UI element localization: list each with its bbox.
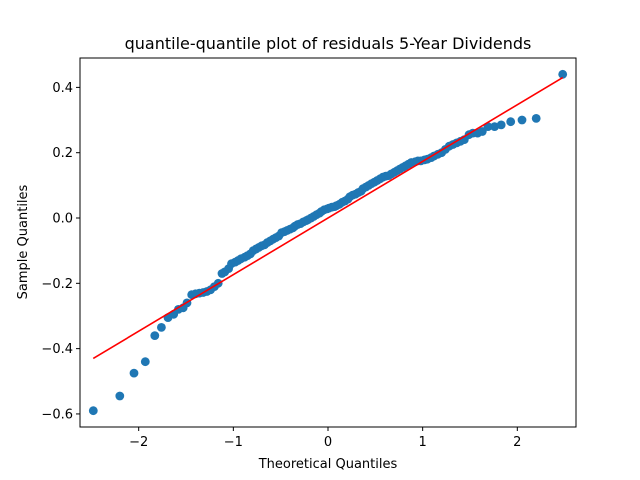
chart-title: quantile-quantile plot of residuals 5-Ye…	[125, 34, 532, 53]
data-point	[531, 114, 541, 123]
data-point	[506, 117, 516, 127]
data-point	[157, 323, 166, 332]
data-point	[496, 120, 506, 130]
y-tick-label: −0.2	[41, 277, 73, 292]
data-point	[477, 127, 487, 136]
x-axis-label: Theoretical Quantiles	[258, 457, 398, 472]
x-axis-ticks: −2 −1 0 1 2	[129, 427, 521, 450]
data-point	[115, 391, 125, 401]
data-point	[150, 331, 160, 340]
y-tick-label: −0.4	[41, 342, 73, 357]
data-point	[88, 406, 98, 416]
plot-area	[79, 57, 577, 428]
data-point	[129, 368, 139, 378]
y-tick-label: 0.2	[52, 146, 73, 161]
y-axis-ticks: −0.6 −0.4 −0.2 0.0 0.2 0.4	[41, 81, 80, 422]
y-tick-label: 0.0	[52, 212, 73, 227]
x-tick-label: −2	[129, 435, 148, 450]
data-point	[517, 115, 527, 125]
data-point	[558, 69, 568, 79]
x-tick-label: 1	[419, 435, 427, 450]
line-layer	[92, 76, 564, 360]
data-point	[140, 357, 150, 367]
reference-line	[92, 76, 564, 360]
data-point	[490, 122, 499, 131]
y-axis-label: Sample Quantiles	[16, 184, 31, 299]
x-tick-label: −1	[224, 435, 243, 450]
x-tick-label: 0	[324, 435, 332, 450]
y-tick-label: 0.4	[52, 81, 73, 96]
y-tick-label: −0.6	[41, 407, 73, 422]
x-tick-label: 2	[513, 435, 521, 450]
